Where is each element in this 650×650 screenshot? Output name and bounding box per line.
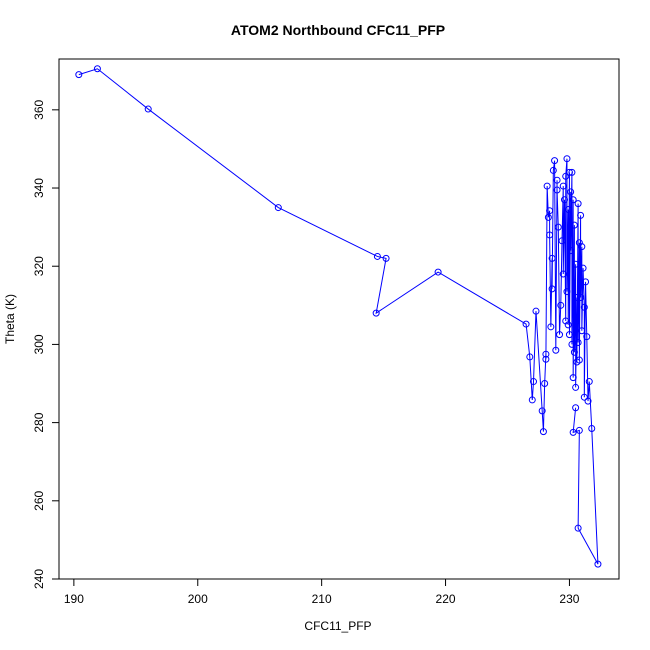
data-point xyxy=(582,278,590,286)
data-point xyxy=(538,407,546,415)
y-tick-label: 300 xyxy=(32,334,46,354)
data-point xyxy=(548,254,556,262)
data-point xyxy=(539,428,547,436)
data-point xyxy=(574,338,582,346)
x-tick-label: 210 xyxy=(312,592,332,606)
x-tick-label: 220 xyxy=(436,592,456,606)
data-point xyxy=(547,323,555,331)
data-point xyxy=(567,247,575,255)
data-point xyxy=(588,424,596,432)
x-tick-label: 190 xyxy=(64,592,84,606)
data-point xyxy=(564,206,572,214)
data-point xyxy=(551,157,559,165)
data-point xyxy=(554,223,562,231)
data-point xyxy=(373,252,381,260)
x-axis-label: CFC11_PFP xyxy=(304,619,371,633)
data-point xyxy=(575,356,583,364)
data-point xyxy=(577,293,585,301)
data-point xyxy=(544,213,552,221)
data-point xyxy=(546,207,554,215)
data-point xyxy=(569,428,577,436)
data-point xyxy=(559,270,567,278)
data-point xyxy=(75,71,83,79)
data-point xyxy=(569,374,577,382)
data-point xyxy=(553,176,561,184)
data-point xyxy=(526,353,534,361)
data-point xyxy=(563,155,571,163)
data-point xyxy=(556,331,564,339)
data-point xyxy=(573,293,581,301)
y-tick-label: 260 xyxy=(32,490,46,510)
data-point xyxy=(580,303,588,311)
data-point xyxy=(565,331,573,339)
data-point xyxy=(584,397,592,405)
data-point xyxy=(572,404,580,412)
data-point xyxy=(552,346,560,354)
data-point xyxy=(585,378,593,386)
data-point xyxy=(583,333,591,341)
x-axis: 190 200 210 220 230 xyxy=(64,578,580,606)
data-point xyxy=(434,268,442,276)
y-axis: 240 260 280 300 320 340 360 xyxy=(32,99,60,589)
y-tick-label: 280 xyxy=(32,412,46,432)
data-point xyxy=(577,211,585,219)
data-point xyxy=(574,524,582,532)
data-point xyxy=(546,231,554,239)
y-tick-label: 340 xyxy=(32,178,46,198)
data-point xyxy=(382,254,390,262)
series-line xyxy=(78,68,599,565)
data-point xyxy=(93,65,101,73)
data-point xyxy=(574,200,582,208)
data-point xyxy=(568,168,576,176)
data-point xyxy=(532,307,540,315)
series-points xyxy=(75,65,602,568)
data-point xyxy=(144,105,152,113)
data-point xyxy=(549,166,557,174)
data-point xyxy=(569,196,577,204)
data-point xyxy=(570,348,578,356)
data-point xyxy=(564,321,572,329)
data-point xyxy=(578,243,586,251)
data-point xyxy=(562,172,570,180)
x-tick-label: 200 xyxy=(188,592,208,606)
data-point xyxy=(530,378,538,386)
data-point xyxy=(578,327,586,335)
data-point xyxy=(568,340,576,348)
data-point xyxy=(553,186,561,194)
y-axis-label: Theta (K) xyxy=(3,294,17,344)
chart-title: ATOM2 Northbound CFC11_PFP xyxy=(231,22,445,38)
series-line xyxy=(78,68,599,565)
data-point xyxy=(572,260,580,268)
data-point xyxy=(563,288,571,296)
data-point xyxy=(548,285,556,293)
data-point xyxy=(579,264,587,272)
y-tick-label: 320 xyxy=(32,256,46,276)
data-point xyxy=(594,560,602,568)
data-point xyxy=(542,350,550,358)
data-point xyxy=(522,320,530,328)
data-point xyxy=(565,168,573,176)
data-point xyxy=(572,383,580,391)
data-point xyxy=(543,182,551,190)
data-point xyxy=(575,426,583,434)
data-point xyxy=(274,204,282,212)
data-point xyxy=(567,188,575,196)
data-point xyxy=(372,309,380,317)
data-point xyxy=(542,355,550,363)
data-point xyxy=(557,301,565,309)
data-point xyxy=(559,182,567,190)
data-point xyxy=(558,237,566,245)
x-tick-label: 230 xyxy=(559,592,579,606)
y-tick-label: 360 xyxy=(32,99,46,119)
data-point xyxy=(570,221,578,229)
plot-frame xyxy=(58,58,620,580)
data-point xyxy=(580,393,588,401)
data-point xyxy=(528,396,536,404)
data-point xyxy=(560,196,568,204)
y-tick-label: 240 xyxy=(32,569,46,589)
data-point xyxy=(541,380,549,388)
